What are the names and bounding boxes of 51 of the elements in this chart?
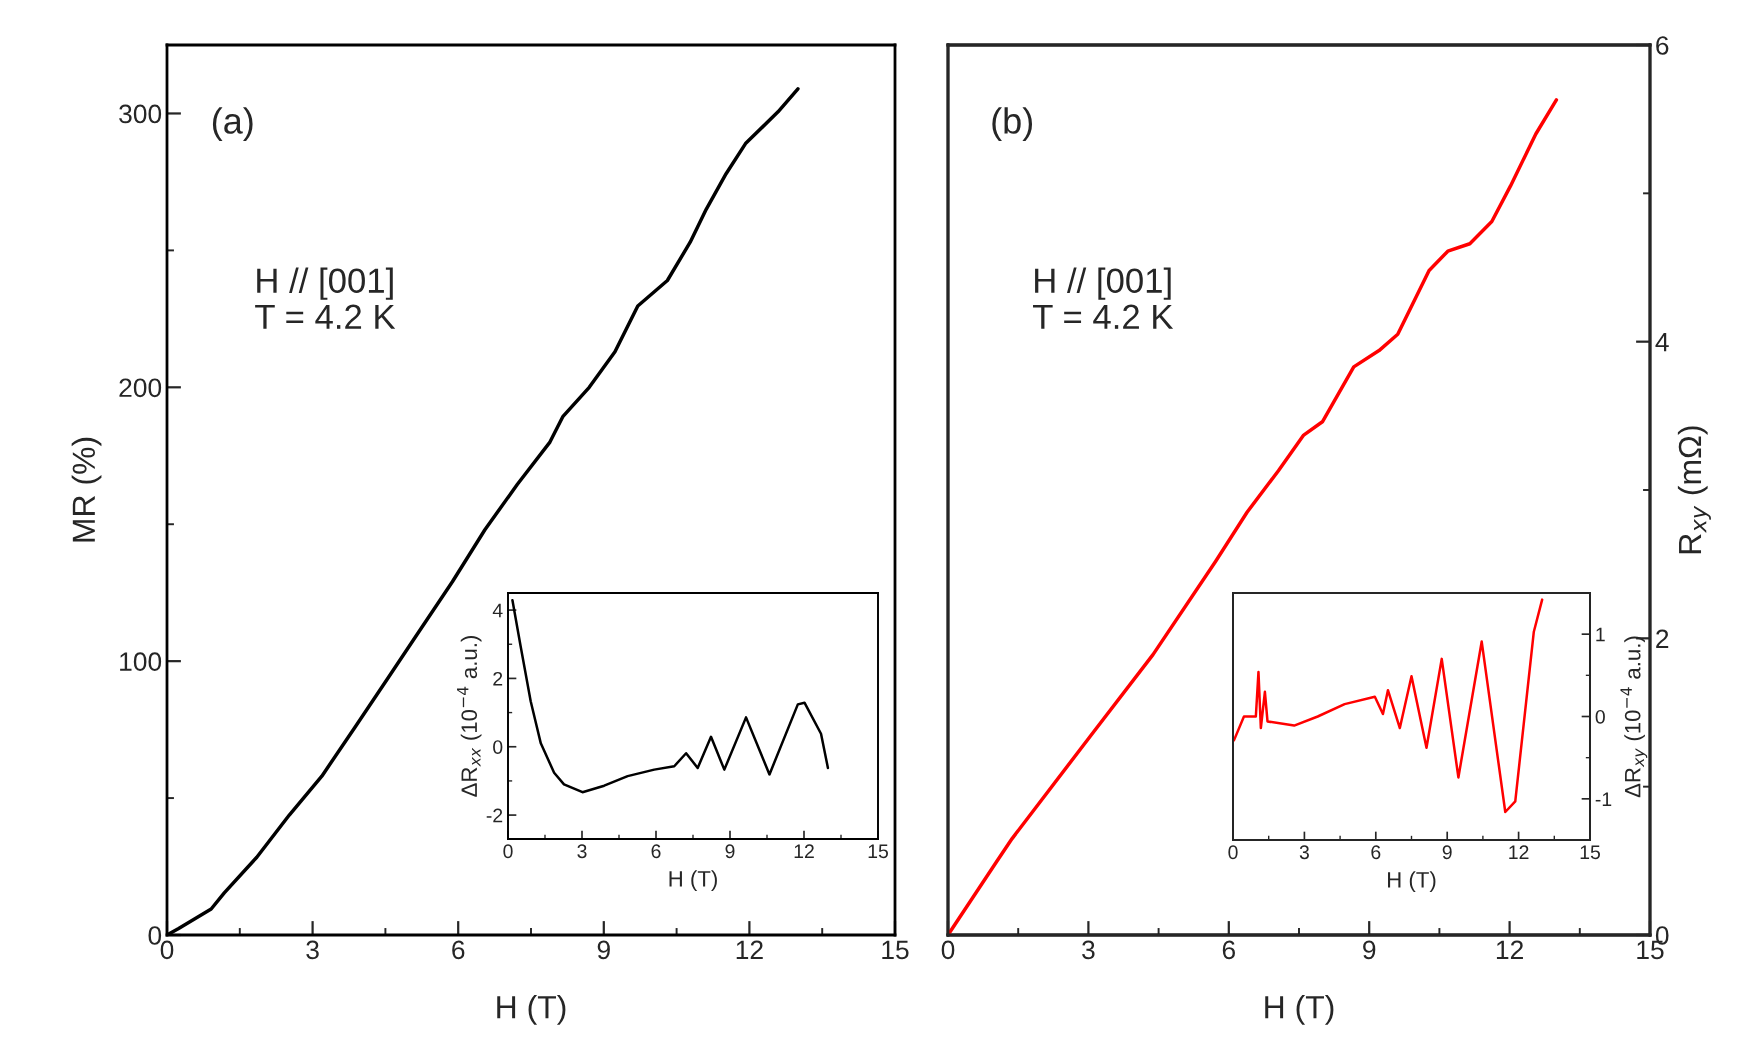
- x-tick-label: 0: [941, 940, 955, 960]
- annotation: (b): [992, 107, 1033, 141]
- y2-tick-label: -1: [1595, 792, 1612, 806]
- x-tick-label: 6: [1222, 940, 1235, 960]
- y2-tick-label: 2: [1656, 629, 1669, 648]
- x-tick-label: 6: [1371, 845, 1381, 860]
- line-series: [511, 598, 830, 794]
- x-tick-label: 9: [1442, 845, 1452, 860]
- y-tick-label: 4: [492, 603, 503, 618]
- x-tick-label: 6: [452, 940, 465, 960]
- x-tick-label: 9: [725, 844, 735, 859]
- y2-tick-label: 1: [1596, 627, 1605, 642]
- y2-tick-label: 6: [1656, 36, 1669, 55]
- x-tick-label: 3: [1299, 845, 1309, 860]
- annotation: H // [001] T = 4.2 K: [255, 267, 396, 329]
- line-series: [1233, 598, 1544, 814]
- y-axis-title: ΔR$_{xx}$ (10$^{−4}$ a.u.): [457, 636, 482, 797]
- line-series: [948, 98, 1559, 935]
- y-tick-label: 0: [493, 740, 503, 754]
- annotation: (a): [212, 107, 253, 141]
- y-tick-label: -2: [486, 808, 503, 823]
- x-tick-label: 0: [503, 844, 513, 859]
- x-tick-label: 3: [306, 940, 319, 960]
- x-tick-label: 3: [1082, 940, 1095, 960]
- x-axis-title: H (T): [497, 995, 566, 1025]
- x-tick-label: 12: [1496, 940, 1523, 959]
- y-tick-label: 300: [119, 104, 162, 124]
- y2-tick-label: 0: [1595, 709, 1605, 724]
- y-tick-label: 200: [119, 378, 162, 398]
- x-tick-label: 9: [1363, 940, 1376, 960]
- x-tick-label: 15: [868, 844, 888, 859]
- x-tick-label: 0: [1228, 845, 1238, 860]
- x-tick-label: 12: [794, 844, 814, 858]
- x-tick-label: 12: [736, 940, 763, 959]
- y-tick-label: 2: [493, 671, 503, 686]
- x-tick-label: 12: [1509, 845, 1529, 859]
- annotation: H // [001] T = 4.2 K: [1033, 267, 1174, 329]
- x-axis-title: H (T): [1388, 871, 1436, 893]
- y-axis-title: MR (%): [71, 437, 102, 542]
- x-tick-label: 15: [1580, 845, 1600, 860]
- x-axis-title: H (T): [1265, 995, 1334, 1025]
- x-tick-label: 9: [597, 940, 610, 960]
- y2-axis-title: R$_{xy}$ (mΩ): [1677, 426, 1711, 554]
- x-tick-label: 3: [577, 844, 587, 859]
- x-axis-title: H (T): [669, 870, 717, 892]
- y2-tick-label: 4: [1655, 333, 1669, 352]
- x-tick-label: 15: [882, 940, 909, 960]
- y2-axis-title: ΔR$_{xy}$ (10$^{−4}$ a.u.): [1620, 636, 1648, 798]
- y-tick-label: 0: [148, 926, 162, 945]
- x-tick-label: 6: [651, 844, 661, 859]
- y-tick-label: 100: [120, 652, 162, 671]
